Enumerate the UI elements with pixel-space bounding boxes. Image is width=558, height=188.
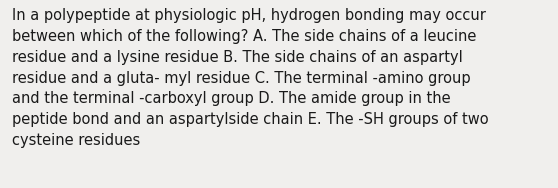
Text: In a polypeptide at physiologic pH, hydrogen bonding may occur
between which of : In a polypeptide at physiologic pH, hydr… xyxy=(12,8,489,148)
